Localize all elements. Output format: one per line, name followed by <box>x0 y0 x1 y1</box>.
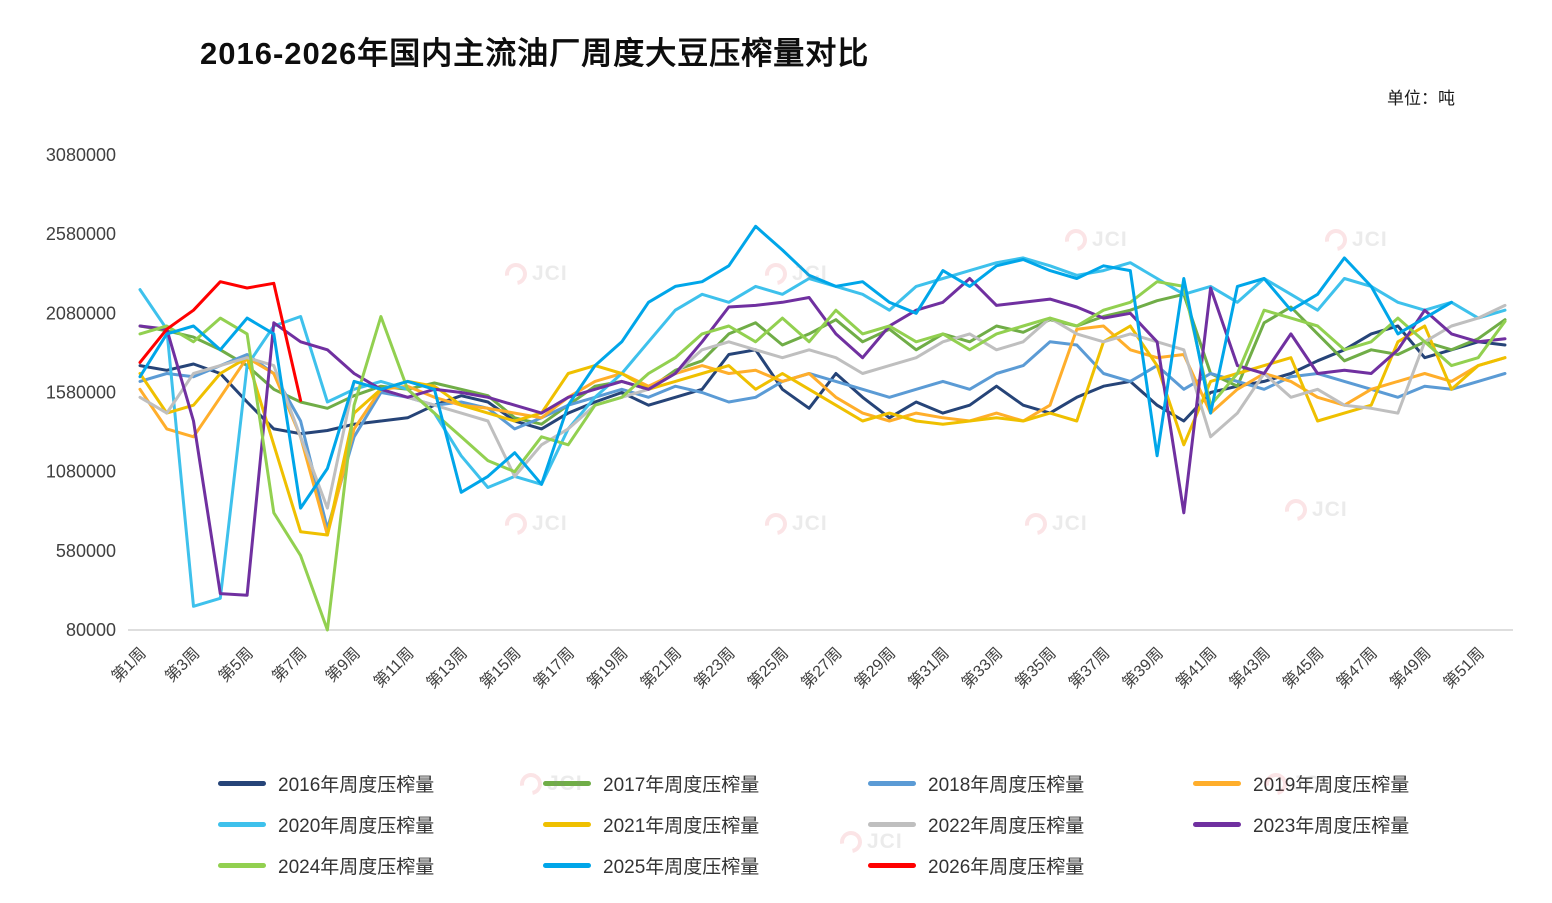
x-axis-tick-label: 第21周 <box>637 644 685 692</box>
crush-volume-line-chart: 3080000 2580000 2080000 1580000 1080000 58000… <box>46 145 1513 692</box>
x-axis-tick-label: 第33周 <box>958 644 1006 692</box>
x-axis-tick-label: 第39周 <box>1119 644 1167 692</box>
series-line-2019年周度压榨量 <box>138 324 1507 537</box>
legend-label: 2019年周度压榨量 <box>1253 775 1410 796</box>
x-axis-tick-label: 第15周 <box>477 644 525 692</box>
legend-swatch-icon <box>218 822 266 827</box>
unit-label: 单位：吨 <box>1387 89 1455 108</box>
series-line-2023年周度压榨量 <box>138 277 1507 597</box>
x-axis-tick-label: 第47周 <box>1333 644 1381 692</box>
legend-item: 2021年周度压榨量 <box>543 811 868 838</box>
legend-item: 2025年周度压榨量 <box>543 852 868 879</box>
legend-swatch-icon <box>543 822 591 827</box>
legend-swatch-icon <box>543 863 591 868</box>
y-axis-tick-label: 1580000 <box>46 383 116 403</box>
legend-label: 2021年周度压榨量 <box>603 816 760 837</box>
legend-label: 2017年周度压榨量 <box>603 775 760 796</box>
legend-swatch-icon <box>218 863 266 868</box>
x-axis-tick-label: 第23周 <box>691 644 739 692</box>
legend-item: 2016年周度压榨量 <box>218 770 543 797</box>
x-axis-tick-label: 第49周 <box>1387 644 1435 692</box>
x-axis-tick-label: 第35周 <box>1012 644 1060 692</box>
x-axis-tick-label: 第7周 <box>269 644 311 686</box>
legend-label: 2023年周度压榨量 <box>1253 816 1410 837</box>
x-axis-tick-label: 第3周 <box>162 644 204 686</box>
x-axis-tick-label: 第19周 <box>584 644 632 692</box>
x-axis-tick-label: 第17周 <box>530 644 578 692</box>
legend-label: 2025年周度压榨量 <box>603 857 760 878</box>
legend-swatch-icon <box>543 781 591 786</box>
x-axis-tick-label: 第31周 <box>905 644 953 692</box>
x-axis-tick-label: 第51周 <box>1440 644 1488 692</box>
y-axis-tick-label: 3080000 <box>46 145 116 165</box>
x-axis-tick-label: 第5周 <box>215 644 257 686</box>
legend-swatch-icon <box>1193 822 1241 827</box>
legend-swatch-icon <box>868 822 916 827</box>
legend-item: 2024年周度压榨量 <box>218 852 543 879</box>
legend: 2016年周度压榨量 2017年周度压榨量 2018年周度压榨量 2019年周度压榨量… <box>218 770 1538 893</box>
legend-item: 2017年周度压榨量 <box>543 770 868 797</box>
legend-label: 2026年周度压榨量 <box>928 857 1085 878</box>
x-axis-tick-label: 第45周 <box>1280 644 1328 692</box>
legend-item: 2018年周度压榨量 <box>868 770 1193 797</box>
x-axis-tick-label: 第25周 <box>744 644 792 692</box>
y-axis-tick-label: 2080000 <box>46 303 116 323</box>
x-axis-tick-label: 第29周 <box>851 644 899 692</box>
legend-swatch-icon <box>218 781 266 786</box>
x-axis-tick-label: 第11周 <box>370 644 417 691</box>
legend-label: 2022年周度压榨量 <box>928 816 1085 837</box>
x-axis-tick-label: 第9周 <box>322 644 364 686</box>
legend-label: 2020年周度压榨量 <box>278 816 435 837</box>
y-axis-tick-label: 1080000 <box>46 462 116 482</box>
legend-swatch-icon <box>868 781 916 786</box>
legend-item: 2026年周度压榨量 <box>868 852 1193 879</box>
series-line-2025年周度压榨量 <box>138 224 1453 510</box>
x-axis-tick-label: 第13周 <box>423 644 471 692</box>
chart-title: 2016-2026年国内主流油厂周度大豆压榨量对比 <box>200 36 870 71</box>
x-axis-tick-label: 第37周 <box>1065 644 1113 692</box>
series-line-2021年周度压榨量 <box>138 324 1507 537</box>
series-line-2024年周度压榨量 <box>138 280 1507 632</box>
legend-label: 2024年周度压榨量 <box>278 857 435 878</box>
y-axis-tick-label: 580000 <box>56 541 116 561</box>
legend-item: 2019年周度压榨量 <box>1193 770 1518 797</box>
x-axis-tick-label: 第1周 <box>108 644 150 686</box>
y-axis-tick-label: 80000 <box>66 620 116 640</box>
y-axis-tick-label: 2580000 <box>46 224 116 244</box>
x-axis-tick-label: 第27周 <box>798 644 846 692</box>
legend-item: 2023年周度压榨量 <box>1193 811 1518 838</box>
legend-swatch-icon <box>868 863 916 868</box>
legend-swatch-icon <box>1193 781 1241 786</box>
legend-item: 2020年周度压榨量 <box>218 811 543 838</box>
series-line-2026年周度压榨量 <box>138 280 303 402</box>
x-axis-tick-label: 第43周 <box>1226 644 1274 692</box>
x-axis-tick-label: 第41周 <box>1172 644 1220 692</box>
legend-label: 2016年周度压榨量 <box>278 775 435 796</box>
legend-item: 2022年周度压榨量 <box>868 811 1193 838</box>
series-line-2018年周度压榨量 <box>138 340 1507 531</box>
legend-label: 2018年周度压榨量 <box>928 775 1085 796</box>
